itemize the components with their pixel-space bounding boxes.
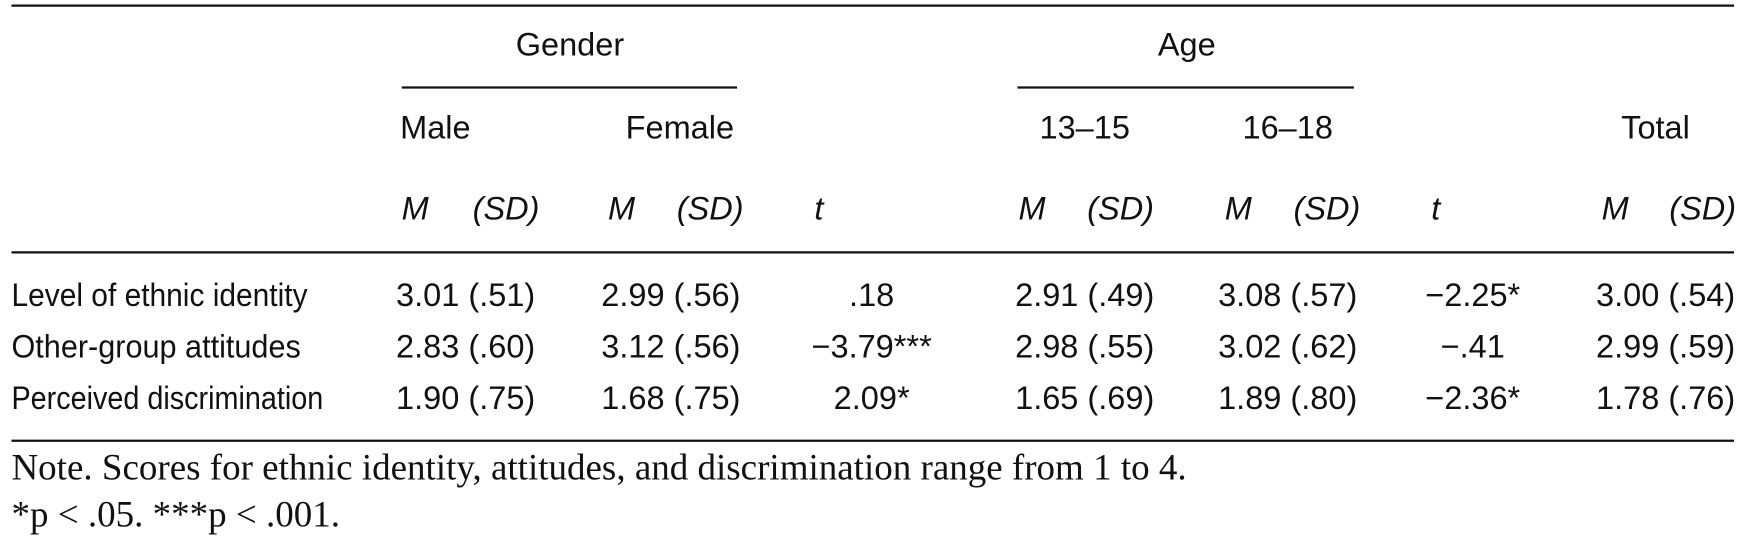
table-cell: 3.12 (.56) bbox=[601, 328, 740, 364]
stat-header: (SD) bbox=[677, 190, 744, 226]
table-cell: 1.68 (.75) bbox=[601, 380, 740, 416]
table-cell: −3.79*** bbox=[812, 328, 933, 364]
table-cells: Gender Age Male Female 13–15 16–18 Total M (SD) M… bbox=[11, 27, 1736, 536]
table-note: *p < .05. ***p < .001. bbox=[11, 495, 339, 536]
table-cell: 2.99 (.59) bbox=[1596, 328, 1735, 364]
table-cell: 2.91 (.49) bbox=[1015, 277, 1154, 313]
group-header: Age bbox=[1158, 27, 1216, 63]
table-cell: −2.36* bbox=[1425, 380, 1520, 416]
table-cell: −2.25* bbox=[1425, 277, 1520, 313]
table-cell: 2.99 (.56) bbox=[601, 277, 740, 313]
table-cell: 3.08 (.57) bbox=[1218, 277, 1357, 313]
stat-header: M bbox=[1225, 190, 1253, 226]
stat-header: M bbox=[1602, 190, 1630, 226]
stat-header: t bbox=[814, 190, 825, 226]
table-note: Note. Scores for ethnic identity, attitu… bbox=[11, 447, 1186, 488]
stat-header: (SD) bbox=[1294, 190, 1361, 226]
stat-header: M bbox=[402, 190, 430, 226]
table-cell: .18 bbox=[849, 277, 894, 313]
table-cell: 1.90 (.75) bbox=[396, 380, 535, 416]
table-cell: 3.01 (.51) bbox=[396, 277, 535, 313]
stat-header: (SD) bbox=[1669, 190, 1736, 226]
subgroup-header: 13–15 bbox=[1040, 110, 1130, 146]
group-header: Gender bbox=[516, 27, 625, 63]
stat-header: (SD) bbox=[473, 190, 540, 226]
subgroup-header: Female bbox=[626, 110, 734, 146]
stat-header: (SD) bbox=[1087, 190, 1154, 226]
subgroup-header: 16–18 bbox=[1242, 110, 1332, 146]
row-label: Other-group attitudes bbox=[11, 328, 300, 364]
stat-header: M bbox=[608, 190, 636, 226]
table-cell: −.41 bbox=[1441, 328, 1505, 364]
table-cell: 2.98 (.55) bbox=[1015, 328, 1154, 364]
row-label: Perceived discrimination bbox=[11, 380, 323, 416]
table-cell: 3.02 (.62) bbox=[1218, 328, 1357, 364]
stat-header: t bbox=[1431, 190, 1442, 226]
table-cell: 3.00 (.54) bbox=[1596, 277, 1735, 313]
table-cell: 1.65 (.69) bbox=[1015, 380, 1154, 416]
table-cell: 2.09* bbox=[834, 380, 910, 416]
stat-header: M bbox=[1018, 190, 1046, 226]
table-cell: 2.83 (.60) bbox=[396, 328, 535, 364]
row-label: Level of ethnic identity bbox=[11, 277, 308, 313]
table-cell: 1.89 (.80) bbox=[1218, 380, 1357, 416]
subgroup-header: Male bbox=[400, 110, 470, 146]
table-cell: 1.78 (.76) bbox=[1596, 380, 1735, 416]
subgroup-header: Total bbox=[1621, 110, 1690, 146]
